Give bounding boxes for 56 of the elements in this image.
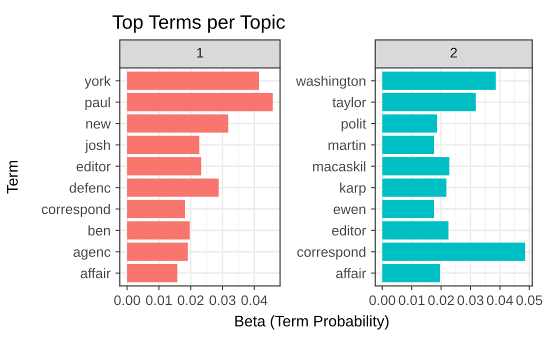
bar (127, 200, 185, 218)
y-tick-label: defenc (70, 182, 110, 193)
bar (127, 221, 190, 240)
chart-subtitle: 1 (197, 48, 204, 58)
y-tick-label: polit (342, 118, 366, 132)
bar (127, 157, 202, 176)
y-axis-title: Term (7, 160, 18, 194)
y-tick-label: correspond (42, 204, 110, 217)
y-tick-label: affair (336, 268, 366, 278)
bar (382, 264, 440, 282)
bar (382, 178, 446, 197)
x-axis-title: Beta (Term Probability) (235, 315, 389, 330)
y-tick-label: macaskil (313, 161, 366, 172)
y-tick-label: martin (328, 140, 366, 150)
bar (382, 242, 526, 261)
x-tick-label: 0.03 (210, 295, 236, 306)
y-tick-label: washington (296, 76, 366, 89)
x-tick-label: 0.04 (486, 295, 514, 306)
bar (127, 178, 219, 197)
x-tick-label: 0.03 (458, 295, 484, 306)
bar (127, 136, 200, 154)
bar (127, 114, 228, 133)
chart-title: Top Terms per Topic (112, 14, 285, 33)
x-tick-label: 0.02 (428, 295, 454, 306)
y-tick-label: affair (80, 268, 111, 278)
bar (382, 221, 448, 240)
y-tick-label: karp (340, 182, 366, 196)
bar (382, 93, 476, 112)
bar (127, 264, 178, 282)
bar (382, 136, 434, 154)
bar (127, 242, 188, 261)
y-tick-label: ewen (334, 206, 366, 214)
chart-subtitle: 2 (450, 48, 457, 58)
y-tick-label: correspond (297, 246, 366, 260)
x-tick-label: 0.01 (146, 295, 172, 306)
y-tick-label: paul (85, 97, 110, 110)
x-tick-label: 0.01 (398, 295, 425, 306)
bar (382, 157, 450, 176)
y-tick-label: ben (88, 225, 110, 236)
x-tick-label: 0.05 (516, 295, 542, 306)
bar (127, 93, 273, 112)
y-tick-label: josh (84, 140, 110, 153)
bar (382, 72, 496, 90)
y-tick-label: york (84, 76, 111, 89)
y-tick-label: taylor (332, 97, 366, 110)
x-tick-label: 0.04 (241, 295, 268, 306)
bar (127, 72, 260, 90)
y-tick-label: editor (332, 225, 366, 236)
x-tick-label: 0.00 (369, 295, 396, 306)
y-tick-label: new (86, 121, 111, 129)
y-tick-label: agenc (74, 249, 110, 260)
x-tick-label: 0.02 (178, 295, 204, 306)
x-tick-label: 0.00 (114, 295, 140, 306)
bar (382, 114, 437, 133)
y-tick-label: editor (76, 161, 111, 172)
bar (382, 200, 434, 218)
